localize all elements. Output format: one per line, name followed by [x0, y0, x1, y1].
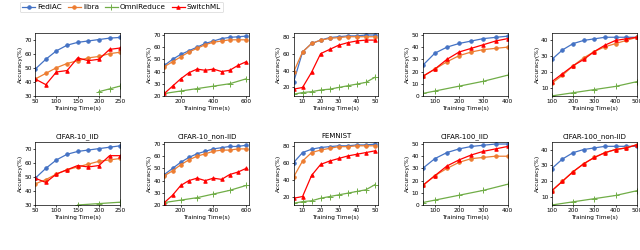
Y-axis label: Accuracy(%): Accuracy(%) — [276, 155, 281, 192]
X-axis label: Training Time(s): Training Time(s) — [571, 106, 618, 111]
Title: CIFAR-100_IID: CIFAR-100_IID — [441, 133, 489, 140]
X-axis label: Training Time(s): Training Time(s) — [183, 215, 230, 220]
X-axis label: Training Time(s): Training Time(s) — [442, 215, 489, 220]
X-axis label: Training Time(s): Training Time(s) — [54, 215, 101, 220]
Title: CIFAR-10_non-IID: CIFAR-10_non-IID — [177, 133, 237, 140]
X-axis label: Training Time(s): Training Time(s) — [54, 106, 101, 111]
Y-axis label: Accuracy(%): Accuracy(%) — [534, 155, 540, 192]
Title: CIFAR-100_non-IID: CIFAR-100_non-IID — [563, 133, 627, 140]
Title: CIFAR-10_IID: CIFAR-10_IID — [56, 133, 99, 140]
Y-axis label: Accuracy(%): Accuracy(%) — [147, 155, 152, 192]
X-axis label: Training Time(s): Training Time(s) — [312, 106, 360, 111]
Y-axis label: Accuracy(%): Accuracy(%) — [405, 155, 410, 192]
Y-axis label: Accuracy(%): Accuracy(%) — [147, 46, 152, 83]
X-axis label: Training Time(s): Training Time(s) — [571, 215, 618, 220]
X-axis label: Training Time(s): Training Time(s) — [312, 215, 360, 220]
Y-axis label: Accuracy(%): Accuracy(%) — [534, 46, 540, 83]
X-axis label: Training Time(s): Training Time(s) — [442, 106, 489, 111]
X-axis label: Training Time(s): Training Time(s) — [183, 106, 230, 111]
Y-axis label: Accuracy(%): Accuracy(%) — [18, 155, 23, 192]
Y-axis label: Accuracy(%): Accuracy(%) — [405, 46, 410, 83]
Legend: FediAC, libra, OmniReduce, SwitchML: FediAC, libra, OmniReduce, SwitchML — [20, 2, 223, 12]
Title: FEMNIST: FEMNIST — [321, 133, 351, 139]
Y-axis label: Accuracy(%): Accuracy(%) — [276, 46, 281, 83]
Y-axis label: Accuracy(%): Accuracy(%) — [18, 46, 23, 83]
